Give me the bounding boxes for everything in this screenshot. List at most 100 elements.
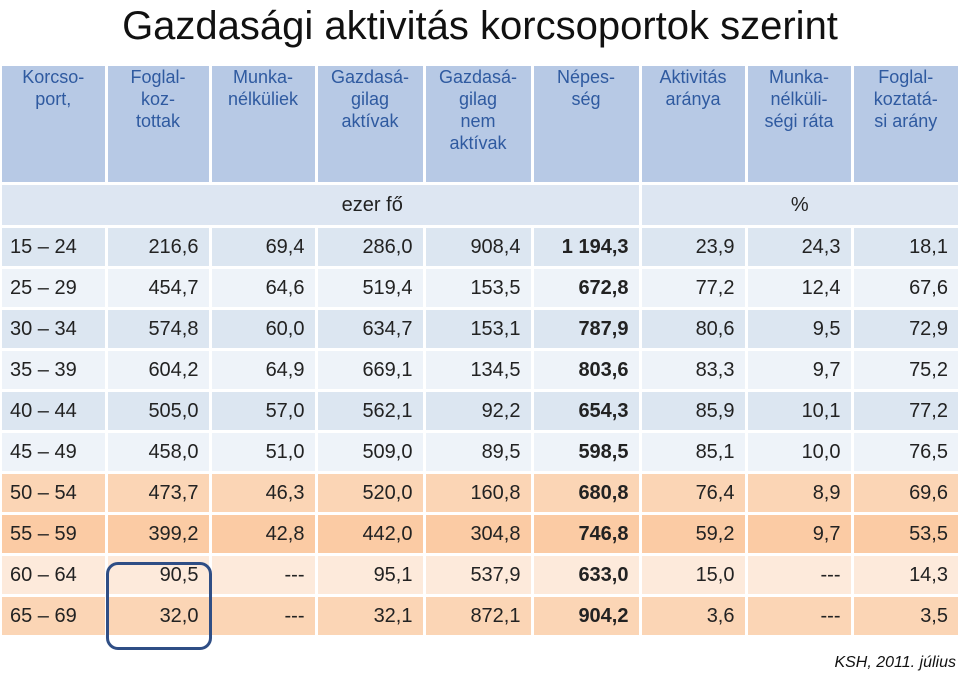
cell-population: 633,0 [532,554,642,597]
cell-active: 669,1 [316,349,426,392]
cell-population: 1 194,3 [532,226,642,269]
cell-unemployed: 64,6 [210,267,318,310]
header-row: Korcso-port, Foglal-koz-tottak Munka-nélkü… [2,66,958,185]
cell-unemployed: 46,3 [210,472,318,515]
table-row: 30 – 34 574,8 60,0 634,7 153,1 787,9 80,6 9,5 72… [2,308,958,351]
cell-unemployment-rate: 24,3 [746,226,854,269]
header-inactive: Gazdasá-gilag nem aktívak [424,66,534,185]
header-line: Népes- [556,67,616,87]
cell-employment-rate: 77,2 [852,390,958,433]
cell-inactive: 160,8 [424,472,534,515]
header-activity-rate: Aktivitás aránya [640,66,748,185]
header-unemployment-rate: Munka-nélküli-ségi ráta [746,66,854,185]
cell-employment-rate: 53,5 [852,513,958,556]
table-row: 40 – 44 505,0 57,0 562,1 92,2 654,3 85,9 10,1 77… [2,390,958,433]
cell-unemployment-rate: 9,7 [746,349,854,392]
cell-activity-rate: 23,9 [640,226,748,269]
header-line: ség [571,89,601,109]
cell-age: 35 – 39 [2,349,108,392]
header-employed: Foglal-koz-tottak [106,66,212,185]
cell-inactive: 304,8 [424,513,534,556]
cell-activity-rate: 76,4 [640,472,748,515]
cell-employment-rate: 75,2 [852,349,958,392]
cell-unemployed: --- [210,595,318,638]
cell-employed: 216,6 [106,226,212,269]
cell-unemployment-rate: 10,0 [746,431,854,474]
cell-inactive: 153,1 [424,308,534,351]
cell-activity-rate: 15,0 [640,554,748,597]
cell-unemployed: 57,0 [210,390,318,433]
cell-age: 15 – 24 [2,226,108,269]
table-row: 50 – 54 473,7 46,3 520,0 160,8 680,8 76,4 8,9 69… [2,472,958,515]
source-note: KSH, 2011. július [834,654,956,671]
cell-active: 442,0 [316,513,426,556]
header-line: koztatá- [873,89,938,109]
cell-unemployed: 42,8 [210,513,318,556]
header-line: gilag [458,89,498,109]
cell-population: 654,3 [532,390,642,433]
cell-activity-rate: 59,2 [640,513,748,556]
cell-employed: 458,0 [106,431,212,474]
header-line: koz- [140,89,175,109]
cell-inactive: 872,1 [424,595,534,638]
header-unemployed: Munka-nélküliek [210,66,318,185]
cell-active: 32,1 [316,595,426,638]
table-row: 55 – 59 399,2 42,8 442,0 304,8 746,8 59,2 9,7 53… [2,513,958,556]
cell-age: 30 – 34 [2,308,108,351]
cell-inactive: 153,5 [424,267,534,310]
cell-population: 746,8 [532,513,642,556]
cell-employment-rate: 76,5 [852,431,958,474]
cell-employment-rate: 3,5 [852,595,958,638]
cell-inactive: 908,4 [424,226,534,269]
cell-active: 520,0 [316,472,426,515]
cell-active: 95,1 [316,554,426,597]
cell-age: 25 – 29 [2,267,108,310]
cell-active: 562,1 [316,390,426,433]
header-line: ségi ráta [764,111,834,131]
header-line: nem [460,111,496,131]
header-line: Gazdasá- [330,67,410,87]
table-row: 60 – 64 90,5 --- 95,1 537,9 633,0 15,0 --- 14,3 [2,554,958,597]
header-population: Népes-ség [532,66,642,185]
table-row: 65 – 69 32,0 --- 32,1 872,1 904,2 3,6 --- 3,5 [2,595,958,638]
cell-employed: 473,7 [106,472,212,515]
cell-unemployment-rate: --- [746,554,854,597]
cell-inactive: 537,9 [424,554,534,597]
table-row: 15 – 24 216,6 69,4 286,0 908,4 1 194,3 23,9 24,… [2,226,958,269]
cell-employed: 399,2 [106,513,212,556]
cell-inactive: 89,5 [424,431,534,474]
header-active: Gazdasá-gilag aktívak [316,66,426,185]
cell-population: 680,8 [532,472,642,515]
header-line: aránya [665,89,721,109]
cell-unemployment-rate: 9,7 [746,513,854,556]
header-line: si arány [874,111,938,131]
cell-unemployed: 51,0 [210,431,318,474]
table-row: 35 – 39 604,2 64,9 669,1 134,5 803,6 83,3 9,7 75… [2,349,958,392]
cell-unemployed: --- [210,554,318,597]
header-line: aktívak [341,111,399,131]
cell-population: 787,9 [532,308,642,351]
cell-active: 286,0 [316,226,426,269]
cell-employed: 574,8 [106,308,212,351]
cell-unemployed: 60,0 [210,308,318,351]
unit-percent: % [638,183,958,228]
cell-employed: 454,7 [106,267,212,310]
header-line: Munka- [232,67,294,87]
cell-active: 509,0 [316,431,426,474]
cell-employment-rate: 14,3 [852,554,958,597]
cell-unemployment-rate: 12,4 [746,267,854,310]
header-line: nélküliek [227,89,299,109]
unit-thousand-persons: ezer fő [106,183,640,228]
cell-age: 50 – 54 [2,472,108,515]
header-line: Gazdasá- [438,67,518,87]
cell-active: 519,4 [316,267,426,310]
header-line: port, [35,89,72,109]
cell-age: 45 – 49 [2,431,108,474]
cell-age: 55 – 59 [2,513,108,556]
cell-activity-rate: 77,2 [640,267,748,310]
cell-age: 60 – 64 [2,554,108,597]
page-title: Gazdasági aktivitás korcsoportok szerint [122,4,838,48]
cell-unemployment-rate: --- [746,595,854,638]
units-row: ezer fő % [2,183,958,228]
cell-unemployment-rate: 8,9 [746,472,854,515]
